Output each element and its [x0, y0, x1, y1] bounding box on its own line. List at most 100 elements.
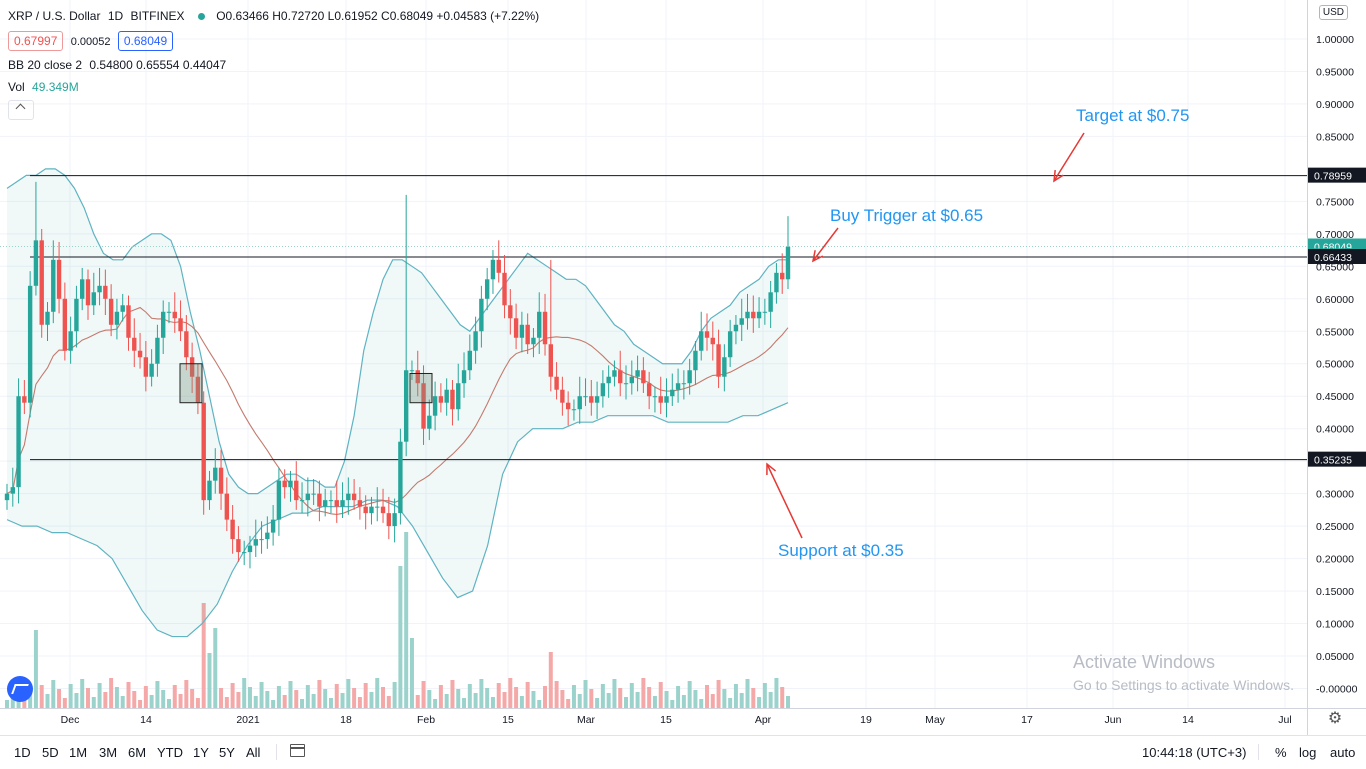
candle-body [265, 532, 270, 540]
vol-legend[interactable]: Vol 49.349M [8, 80, 79, 94]
candle-body [201, 402, 206, 501]
timeframe-1y[interactable]: 1Y [193, 745, 209, 760]
candle-body [606, 376, 611, 384]
candle-body [756, 311, 762, 319]
bid-button[interactable]: 0.67997 [8, 31, 64, 51]
price-tick-label: 0.25000 [1316, 521, 1354, 533]
timeframe-6m[interactable]: 6M [128, 745, 147, 760]
price-tick-label: 0.65000 [1316, 261, 1354, 273]
volume-bar [525, 682, 530, 708]
time-tick-label: Mar [577, 714, 596, 726]
candle-body [236, 539, 241, 553]
collapse-legend-button[interactable] [8, 100, 34, 120]
candle-body [594, 396, 600, 403]
time-tick-label: 19 [860, 714, 872, 726]
candle-body [531, 337, 536, 345]
bb-legend[interactable]: BB 20 close 2 0.54800 0.65554 0.44047 [8, 58, 226, 72]
timeframe-1m[interactable]: 1M [69, 745, 88, 760]
volume-bar [722, 689, 727, 708]
candle-body [537, 311, 542, 338]
time-tick-label: 14 [140, 714, 152, 726]
vol-label: Vol [8, 80, 25, 94]
candle-body [704, 331, 710, 338]
candle-body [560, 389, 565, 403]
volume-bar [259, 682, 264, 708]
volume-bar [271, 700, 276, 708]
volume-bar [600, 684, 605, 708]
price-tick-label: -0.00000 [1316, 684, 1358, 696]
currency-badge[interactable]: USD [1318, 5, 1348, 20]
price-axis: 1.00000 0.95000 0.90000 0.85000 0.75000 0.700… [0, 0, 1366, 735]
candle-body [768, 292, 773, 312]
gear-icon[interactable]: ⚙ [1327, 710, 1343, 727]
auto-toggle[interactable]: auto [1330, 745, 1356, 760]
tradingview-logo-icon[interactable] [7, 676, 33, 702]
candle-body [727, 331, 733, 358]
clock[interactable]: 10:44:18 (UTC+3) [1142, 745, 1247, 760]
ask-button[interactable]: 0.68049 [117, 31, 174, 51]
volume-bar [450, 680, 455, 708]
price-tick-label: 0.55000 [1316, 326, 1354, 338]
time-tick-label: Dec [61, 714, 80, 726]
candle-body [305, 493, 311, 501]
candle-body [241, 552, 247, 554]
volume-bar [236, 692, 241, 708]
volume-bar [531, 691, 536, 708]
volume-bar [62, 698, 67, 708]
volume-bar [317, 680, 322, 708]
log-toggle[interactable]: log [1299, 745, 1317, 760]
symbol-title[interactable]: XRP / U.S. Dollar [8, 9, 101, 23]
volume-bar [247, 687, 252, 708]
exchange: BITFINEX [130, 9, 185, 23]
volume-bar [375, 678, 380, 708]
candle-body [693, 350, 698, 371]
volume-bar [652, 696, 657, 708]
candle-body [311, 493, 316, 495]
candle-body [427, 415, 432, 429]
volume-bar [172, 685, 177, 708]
timeframe-1d[interactable]: 1D [14, 745, 31, 760]
price-tick-label: 0.70000 [1316, 229, 1354, 241]
go-to-date-icon[interactable] [290, 744, 305, 757]
candle-body [699, 331, 704, 351]
price-chart[interactable]: 1.00000 0.95000 0.90000 0.85000 0.75000 0.700… [0, 0, 1366, 735]
candle-body [357, 500, 363, 507]
candle-body [247, 545, 253, 553]
target-annotation: Target at $0.75 [1076, 106, 1190, 125]
price-label: 0.66433 [1314, 252, 1352, 264]
volume-bar [433, 699, 438, 708]
candle-body [589, 396, 594, 403]
target-arrow-head [1053, 169, 1064, 183]
candle-body [403, 370, 409, 442]
candle-body [780, 272, 785, 280]
volume-bar [456, 689, 461, 708]
volume-bar [681, 695, 686, 708]
volume-bar [143, 686, 148, 708]
percent-toggle[interactable]: % [1275, 745, 1287, 760]
candle-body [444, 389, 449, 403]
candle-body [554, 376, 559, 390]
candle-body [340, 500, 345, 507]
timeframe-5y[interactable]: 5Y [219, 745, 235, 760]
volume-bar [213, 628, 218, 708]
candle-body [490, 259, 496, 280]
volume-bar [357, 697, 362, 708]
interval: 1D [107, 9, 124, 23]
time-tick-label: 17 [1021, 714, 1033, 726]
timeframe-all[interactable]: All [246, 745, 261, 760]
volume-bar [91, 697, 96, 708]
volume-bar [490, 697, 495, 708]
volume-bar [705, 685, 710, 708]
price-label-bg [1308, 249, 1366, 265]
volume-bar [45, 694, 50, 708]
timeframe-3m[interactable]: 3M [99, 745, 118, 760]
price-label-bg [1308, 167, 1366, 183]
time-tick-label: Apr [755, 714, 772, 726]
volume-bar [485, 688, 490, 708]
timeframe-ytd[interactable]: YTD [157, 745, 183, 760]
candle-body [189, 357, 195, 377]
volume-bar [224, 697, 229, 708]
timeframe-5d[interactable]: 5D [42, 745, 59, 760]
bollinger-bands [6, 168, 789, 638]
candle-body [612, 370, 617, 377]
